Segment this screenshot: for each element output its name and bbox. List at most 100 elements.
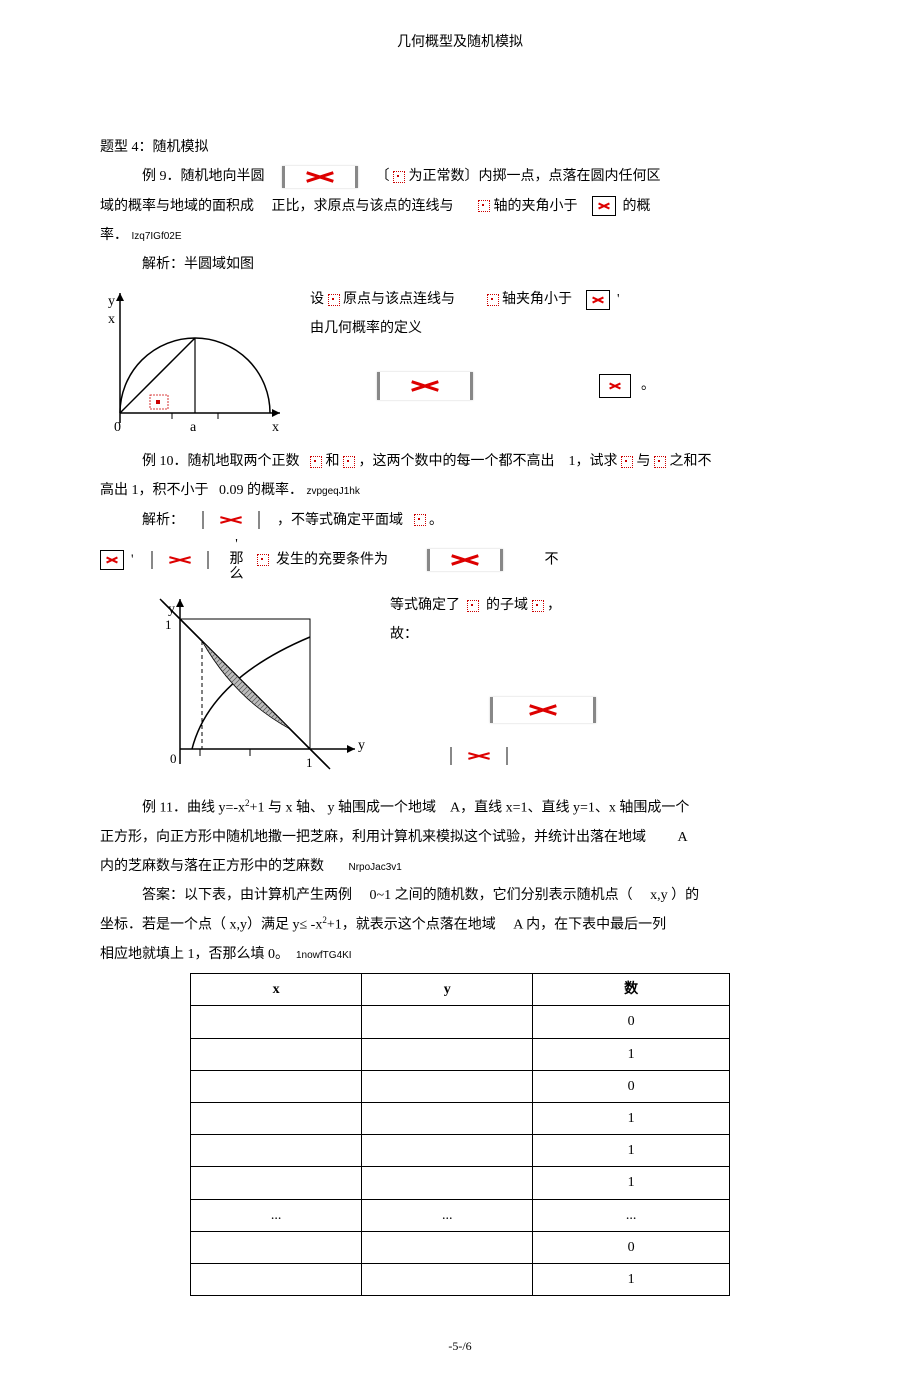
table-cell: 0 xyxy=(533,1231,730,1263)
ex9-line2: 域的概率与地域的面积成 正比，求原点与该点的连线与 轴的夹角小于 的概 xyxy=(100,194,820,219)
table-header: y xyxy=(362,974,533,1006)
text: 率． xyxy=(100,228,128,243)
table-cell xyxy=(362,1038,533,1070)
ex9-line4: 解析：半圆域如图 xyxy=(100,252,820,277)
code-text: 1nowfTG4KI xyxy=(296,950,352,961)
text: ， xyxy=(547,598,561,613)
placeholder-img-icon xyxy=(377,372,473,400)
table-row: 1 xyxy=(191,1167,730,1199)
placeholder-img-icon xyxy=(202,511,260,529)
ex9-diagram: y x x 0 a xyxy=(100,283,290,443)
table-cell: 1 xyxy=(533,1135,730,1167)
table-cell xyxy=(362,1167,533,1199)
text: 发生的充要条件为 xyxy=(276,552,388,567)
placeholder-img-icon xyxy=(490,697,596,723)
text: ' xyxy=(131,552,134,567)
text: 例 9．随机地向半圆 xyxy=(142,169,265,184)
table-cell: 0 xyxy=(533,1006,730,1038)
text: 。 xyxy=(641,378,655,393)
text: 正比，求原点与该点的连线与 xyxy=(272,199,454,214)
text: 之和不 xyxy=(670,454,712,469)
table-cell xyxy=(191,1167,362,1199)
ex11-line3: 内的芝麻数与落在正方形中的芝麻数 NrpoJac3v1 xyxy=(100,854,820,879)
page-footer: -5-/6 xyxy=(100,1336,820,1358)
table-cell: ... xyxy=(533,1199,730,1231)
text: 不 xyxy=(545,552,559,567)
text: A，直线 x=1、直线 y=1、x 轴围成一个 xyxy=(450,801,689,816)
table-row: 0 xyxy=(191,1070,730,1102)
table-cell: 1 xyxy=(533,1038,730,1070)
code-text: zvpgeqJ1hk xyxy=(307,486,360,497)
text: 。 xyxy=(429,513,443,528)
ex11-line6: 相应地就填上 1，否那么填 0。 1nowfTG4KI xyxy=(100,942,820,967)
text: 与 xyxy=(637,454,651,469)
text: ，这两个数中的每一个都不高出 xyxy=(359,454,555,469)
ex11-line2: 正方形，向正方形中随机地撒一把芝麻，利用计算机来模拟这个试验，并统计出落在地域 … xyxy=(100,825,820,850)
text: 为正常数〕内掷一点，点落在圆内任何区 xyxy=(409,169,661,184)
table-cell xyxy=(362,1006,533,1038)
text: x,y ）的 xyxy=(650,888,699,903)
ex10-img2 xyxy=(390,743,820,768)
svg-text:x: x xyxy=(272,420,279,435)
table-row: 0 xyxy=(191,1231,730,1263)
svg-text:1: 1 xyxy=(306,755,313,770)
text: 内的芝麻数与落在正方形中的芝麻数 xyxy=(100,859,324,874)
svg-text:1: 1 xyxy=(165,617,172,632)
placeholder-dot-icon xyxy=(414,514,426,526)
table-cell xyxy=(191,1135,362,1167)
placeholder-dot-icon xyxy=(467,600,479,612)
table-cell xyxy=(362,1231,533,1263)
placeholder-img-icon xyxy=(586,290,610,310)
table-cell xyxy=(191,1070,362,1102)
ex10-line5: 等式确定了 的子域 ， xyxy=(390,593,820,618)
table-cell xyxy=(191,1231,362,1263)
placeholder-img-icon xyxy=(599,374,631,398)
table-cell xyxy=(191,1006,362,1038)
svg-text:y: y xyxy=(108,294,115,309)
ex10-line4: ' ' 那么 发生的充要条件为 不 xyxy=(100,537,820,583)
table-cell xyxy=(191,1263,362,1295)
placeholder-dot-icon xyxy=(478,200,490,212)
text: 的概 xyxy=(623,199,651,214)
placeholder-img-icon xyxy=(282,166,358,188)
text: 0.09 的概率． xyxy=(219,483,303,498)
semicircle-diagram-icon: y x x 0 a xyxy=(100,283,290,443)
text: 1，试求 xyxy=(569,454,618,469)
table-header: x xyxy=(191,974,362,1006)
text: 答案：以下表，由计算机产生两例 xyxy=(142,888,352,903)
svg-text:0: 0 xyxy=(170,751,177,766)
ex10-figure-row: y 1 0 1 y 等式确定了 的子域 ， 故： xyxy=(100,589,820,789)
text: 0~1 之间的随机数，它们分别表示随机点（ xyxy=(370,888,633,903)
ex10-line2: 高出 1，积不小于 0.09 的概率． zvpgeqJ1hk xyxy=(100,478,820,503)
text: 〔 xyxy=(376,169,390,184)
text: 正方形，向正方形中随机地撒一把芝麻，利用计算机来模拟这个试验，并统计出落在地域 xyxy=(100,830,646,845)
region-diagram-icon: y 1 0 1 y xyxy=(140,589,370,789)
text: 设 xyxy=(310,292,324,307)
placeholder-dot-icon xyxy=(257,554,269,566)
table-row: ......... xyxy=(191,1199,730,1231)
ex9-fig-imgs: 。 xyxy=(310,372,820,400)
table-cell xyxy=(362,1070,533,1102)
ex11-line1: 例 11．曲线 y=-x2+1 与 x 轴、 y 轴围成一个地域 A，直线 x=… xyxy=(100,795,820,821)
code-text: NrpoJac3v1 xyxy=(349,862,402,873)
text: 的子域 xyxy=(486,598,528,613)
ex10-diagram: y 1 0 1 y xyxy=(140,589,370,789)
text: 轴夹角小于 xyxy=(502,292,572,307)
placeholder-img-icon xyxy=(592,196,616,216)
table-row: 1 xyxy=(191,1263,730,1295)
text: A xyxy=(678,830,688,845)
table-cell: 1 xyxy=(533,1103,730,1135)
ex9-line3: 率． Izq7IGf02E xyxy=(100,223,820,248)
placeholder-dot-icon xyxy=(487,294,499,306)
svg-text:x: x xyxy=(108,312,115,327)
placeholder-dot-icon xyxy=(654,456,666,468)
simulation-table: xy数 010111.........01 xyxy=(190,973,730,1296)
text: 高出 1，积不小于 xyxy=(100,483,209,498)
text: 例 10．随机地取两个正数 xyxy=(142,454,300,469)
text: +1，就表示这个点落在地域 xyxy=(327,918,496,933)
text: 等式确定了 xyxy=(390,598,460,613)
code-text: Izq7IGf02E xyxy=(132,231,182,242)
text: ，不等式确定平面域 xyxy=(277,513,403,528)
table-header: 数 xyxy=(533,974,730,1006)
table-cell: ... xyxy=(191,1199,362,1231)
